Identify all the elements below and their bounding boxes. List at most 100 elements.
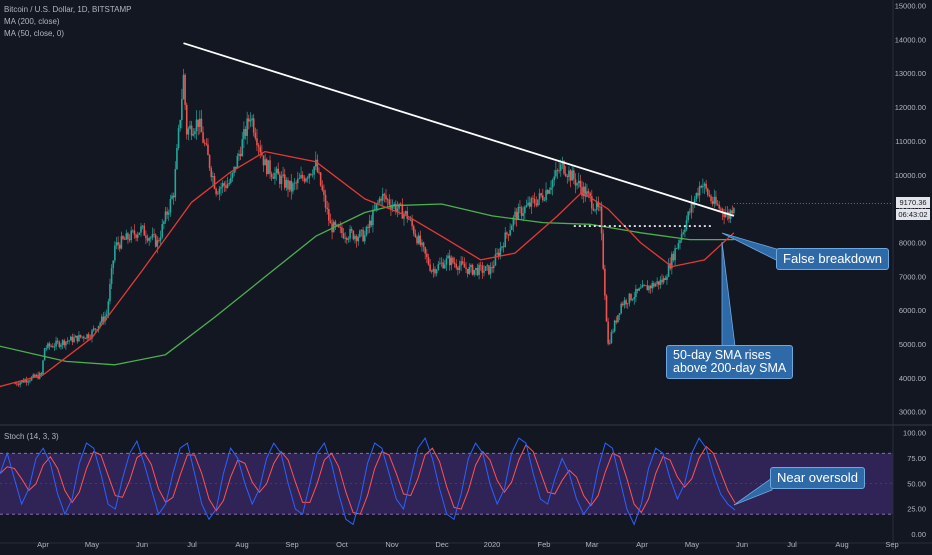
candle-body: [184, 74, 186, 105]
candle-body: [207, 144, 209, 156]
candle-body: [185, 104, 188, 135]
candle-body: [444, 264, 446, 269]
candle-body: [471, 264, 474, 275]
ma200-line: [0, 203, 734, 366]
stoch-axis-tick: 75.00: [907, 454, 926, 463]
candle-body: [360, 229, 363, 231]
ma50-line: [0, 150, 735, 388]
candle-body: [543, 199, 546, 201]
candle-body: [605, 295, 608, 322]
candle-body: [43, 348, 46, 361]
candle-body: [334, 221, 337, 226]
candle-body: [724, 213, 727, 217]
candle-body: [416, 236, 418, 244]
candle-body: [352, 230, 355, 240]
candle-body: [419, 235, 422, 246]
candle-body: [355, 236, 358, 242]
candle-body: [323, 190, 325, 195]
ma50-legend: MA (50, close, 0): [4, 29, 65, 38]
candle-body: [396, 208, 399, 212]
candle-body: [659, 279, 662, 285]
candle-body: [527, 202, 529, 206]
candle-body: [617, 315, 619, 323]
candle-body: [680, 234, 683, 241]
candle-body: [519, 207, 521, 208]
candle-body: [491, 267, 493, 269]
candle-body: [600, 206, 603, 234]
candle-body: [311, 174, 314, 176]
time-axis-tick: May: [85, 540, 99, 549]
candle-body: [692, 203, 694, 206]
candle-body: [81, 336, 83, 338]
candle-body: [458, 265, 461, 270]
candle-body: [577, 180, 580, 184]
candle-body: [172, 195, 175, 198]
candle-body: [504, 232, 507, 248]
time-axis-tick: Jun: [736, 540, 748, 549]
candle-body: [582, 186, 585, 196]
candle-body: [720, 208, 722, 210]
countdown-tag: 06:43:02: [896, 209, 930, 220]
candle-body: [499, 247, 502, 257]
candle-body: [514, 211, 516, 218]
stoch-legend: Stoch (14, 3, 3): [4, 432, 59, 441]
candle-body: [249, 120, 252, 122]
candle-body: [488, 265, 490, 275]
candle-body: [607, 321, 609, 344]
candle-body: [115, 242, 118, 246]
candle-body: [455, 263, 458, 268]
candle-body: [535, 203, 538, 206]
candle-body: [726, 211, 729, 214]
candle-body: [225, 185, 227, 188]
candle-body: [101, 316, 103, 323]
candle-body: [555, 170, 557, 177]
candle-body: [476, 267, 479, 275]
candle-body: [489, 267, 492, 275]
candle-body: [404, 211, 407, 214]
candle-body: [522, 213, 524, 216]
candle-body: [187, 128, 190, 135]
candle-body: [568, 170, 570, 178]
candle-body: [401, 204, 404, 219]
candle-body: [517, 207, 520, 220]
candle-body: [195, 119, 198, 132]
candle-body: [215, 188, 217, 194]
candle-body: [648, 285, 650, 291]
candle-body: [24, 379, 26, 383]
candle-body: [314, 159, 317, 167]
candle-body: [465, 267, 467, 269]
candle-body: [486, 265, 489, 267]
candle-body: [661, 279, 663, 283]
time-axis-tick: Aug: [835, 540, 848, 549]
candle-body: [350, 228, 353, 231]
candle-body: [166, 211, 168, 215]
candle-body: [618, 313, 621, 316]
candle-body: [71, 336, 74, 343]
candle-body: [342, 233, 345, 239]
candle-body: [274, 173, 276, 179]
candle-body: [169, 198, 172, 213]
candle-body: [292, 183, 294, 192]
stoch-axis-tick: 0.00: [911, 530, 926, 539]
candle-body: [362, 229, 364, 242]
time-axis-tick: Jun: [136, 540, 148, 549]
candle-body: [102, 316, 105, 322]
price-axis-tick: 7000.00: [899, 272, 926, 281]
candle-body: [528, 202, 531, 207]
candle-body: [135, 234, 137, 238]
candle-body: [99, 322, 101, 326]
candle-body: [79, 334, 82, 338]
candle-body: [293, 182, 296, 184]
sma-cross-callout: 50-day SMA rises above 200-day SMA: [666, 345, 794, 379]
candle-body: [305, 178, 307, 182]
candle-body: [76, 335, 79, 342]
candle-body: [689, 211, 691, 213]
candle-body: [424, 247, 426, 254]
candle-body: [48, 343, 51, 347]
candle-body: [336, 224, 338, 226]
candle-body: [524, 206, 526, 214]
candle-body: [386, 199, 389, 201]
candle-body: [267, 160, 270, 175]
candle-body: [723, 213, 725, 217]
